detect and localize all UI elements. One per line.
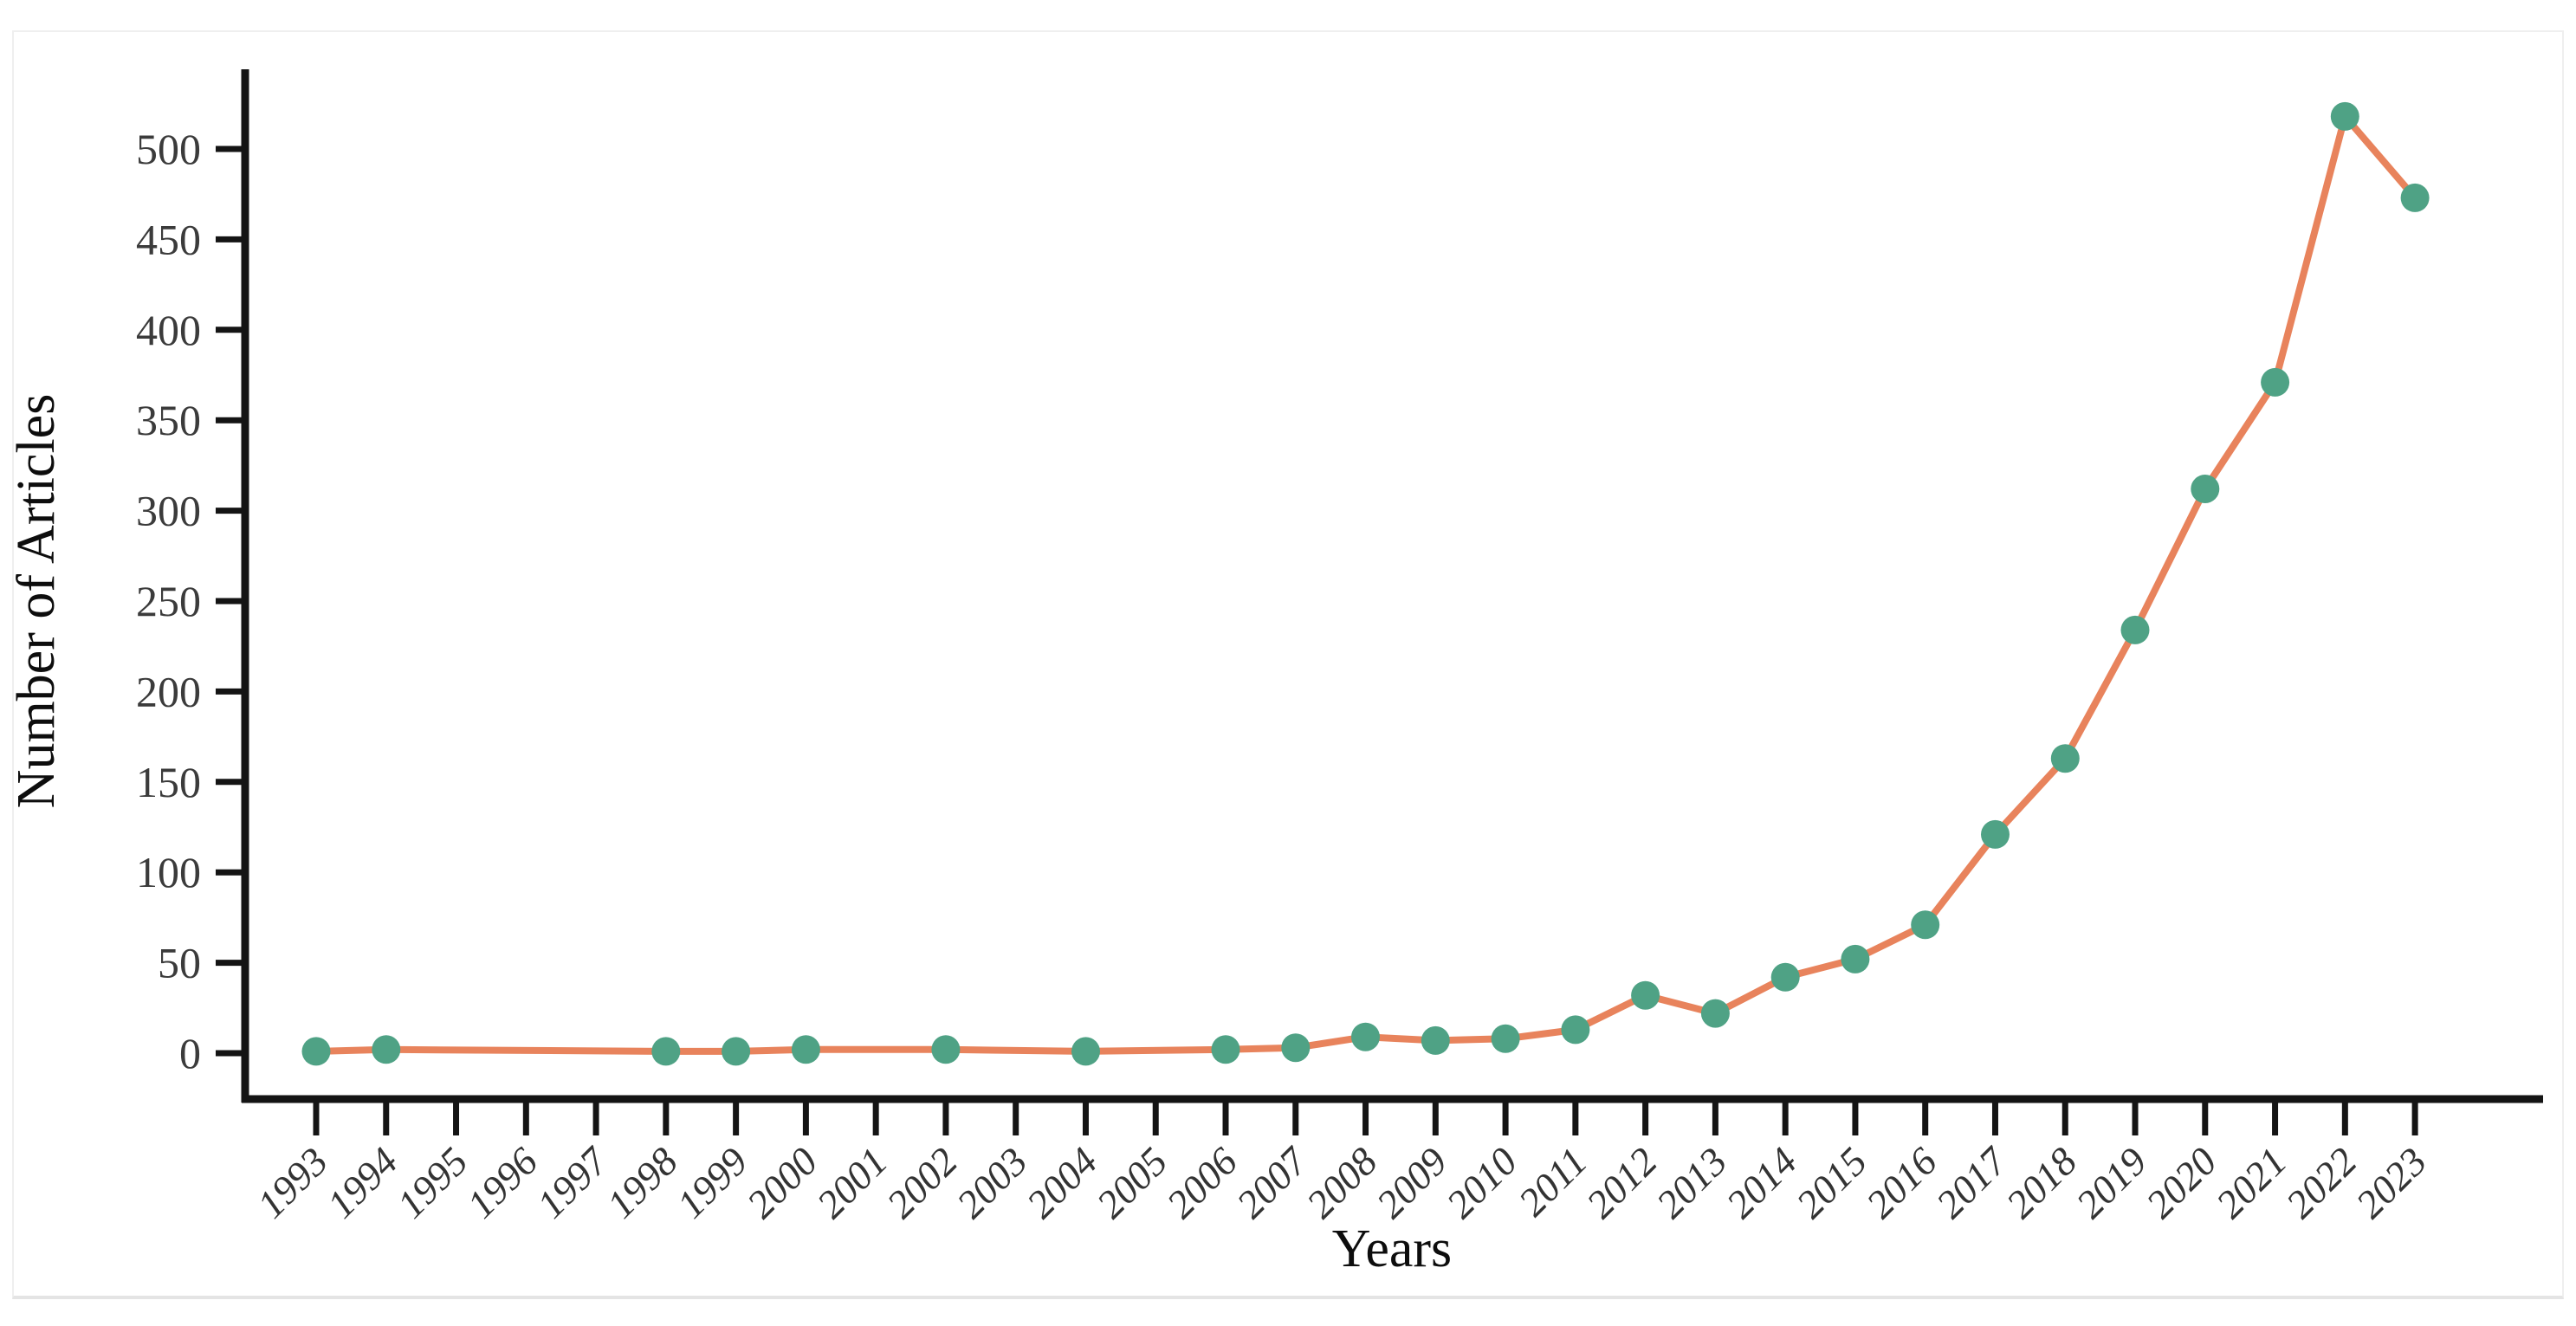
y-axis-title: Number of Articles [7, 394, 66, 809]
x-tick-label: 2017 [1927, 1138, 2016, 1227]
x-axis-title: Years [1332, 1219, 1452, 1278]
x-tick-label: 1997 [528, 1138, 618, 1227]
y-tick-label: 500 [136, 125, 201, 173]
x-tick-label: 2008 [1298, 1139, 1386, 1226]
y-tick-label: 300 [136, 487, 201, 535]
x-tick-label: 2011 [1510, 1139, 1595, 1225]
data-point-marker [1841, 944, 1870, 973]
data-point-marker [931, 1035, 961, 1064]
data-point-marker [2261, 367, 2290, 397]
data-point-marker [1351, 1022, 1380, 1051]
x-tick-label: 2001 [808, 1139, 896, 1226]
data-point-marker [1700, 999, 1730, 1028]
x-tick-label: 2006 [1158, 1139, 1246, 1226]
data-point-marker [1770, 962, 1800, 992]
x-tick-label: 2000 [738, 1139, 825, 1226]
data-point-marker [1281, 1033, 1311, 1063]
y-tick-label: 250 [136, 577, 201, 625]
x-tick-label: 2023 [2347, 1139, 2435, 1226]
x-tick-label: 1996 [458, 1139, 546, 1226]
data-point-marker [791, 1035, 820, 1064]
x-tick-label: 2009 [1368, 1139, 1455, 1226]
y-tick-label: 150 [136, 758, 201, 806]
x-tick-label: 1999 [669, 1139, 756, 1226]
data-point-marker [2050, 744, 2080, 773]
data-point-marker [2120, 615, 2150, 644]
data-point-marker [301, 1037, 331, 1066]
data-point-marker [1911, 910, 1940, 940]
y-tick-label: 350 [136, 396, 201, 444]
x-tick-label: 2018 [1997, 1139, 2085, 1226]
x-tick-label: 1994 [319, 1139, 406, 1226]
y-tick-label: 400 [136, 306, 201, 354]
x-tick-label: 2002 [878, 1139, 966, 1226]
x-tick-label: 2014 [1718, 1139, 1805, 1226]
x-tick-label: 1998 [599, 1139, 686, 1226]
x-tick-label: 2012 [1578, 1139, 1666, 1226]
data-point-marker [1981, 819, 2010, 849]
x-tick-label: 2020 [2138, 1139, 2225, 1226]
x-tick-label: 2010 [1438, 1139, 1525, 1226]
figure-panel [12, 30, 2564, 1299]
x-tick-label: 2019 [2068, 1139, 2155, 1226]
x-tick-label: 2013 [1647, 1139, 1735, 1226]
data-point-marker [2330, 101, 2359, 131]
data-point-marker [2400, 183, 2430, 212]
x-tick-label: 2005 [1088, 1139, 1175, 1226]
data-point-marker [651, 1037, 681, 1066]
x-axis-ticks: 1993199419951996199719981999200020012002… [249, 1103, 2435, 1226]
series-line [313, 113, 2419, 1055]
y-axis-ticks: 0 50 100 150 200 250 300 350 400 450 500 [136, 125, 242, 1077]
data-point-marker [1211, 1035, 1240, 1064]
x-tick-label: 2003 [948, 1139, 1036, 1226]
x-tick-label: 2022 [2277, 1139, 2365, 1226]
y-tick-label: 450 [136, 215, 201, 263]
data-series [301, 101, 2430, 1066]
data-point-marker [722, 1037, 751, 1066]
data-point-marker [2191, 475, 2220, 503]
x-tick-label: 2016 [1858, 1139, 1945, 1226]
data-point-marker [1631, 980, 1660, 1010]
x-tick-label: 2004 [1018, 1139, 1105, 1226]
data-point-marker [1421, 1025, 1450, 1055]
x-tick-label: 1993 [249, 1139, 336, 1226]
data-point-marker [372, 1035, 401, 1064]
data-point-marker [1491, 1024, 1520, 1053]
x-tick-label: 1995 [388, 1139, 476, 1226]
y-tick-label: 50 [158, 939, 201, 987]
x-tick-label: 2021 [2208, 1139, 2295, 1226]
x-tick-label: 2007 [1228, 1138, 1317, 1227]
y-tick-label: 0 [179, 1029, 201, 1077]
y-tick-label: 100 [136, 848, 201, 896]
data-point-marker [1561, 1015, 1590, 1045]
y-tick-label: 200 [136, 667, 201, 715]
x-tick-label: 2015 [1788, 1139, 1875, 1226]
data-point-marker [1071, 1037, 1100, 1066]
